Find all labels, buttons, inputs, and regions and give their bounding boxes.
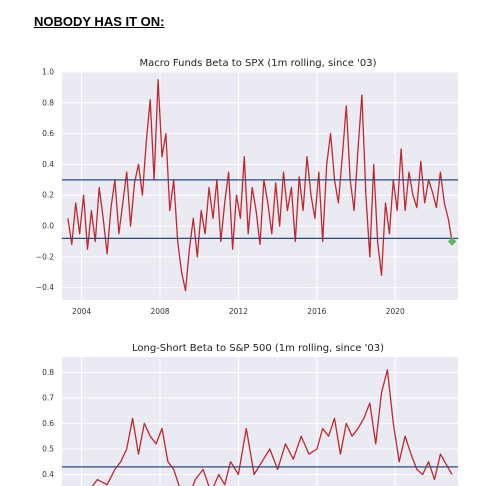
x-tick-label: 2004: [72, 307, 91, 316]
series-line: [67, 79, 453, 292]
x-tick-label: 2012: [229, 307, 248, 316]
y-tick-label: −0.4: [36, 283, 54, 292]
chart-title: Macro Funds Beta to SPX (1m rolling, sin…: [139, 58, 376, 69]
y-tick-label: 0.4: [42, 470, 54, 479]
x-tick-label: 2020: [386, 307, 405, 316]
y-tick-label: 0.5: [42, 444, 54, 453]
page-headline: NOBODY HAS IT ON:: [34, 14, 165, 29]
y-tick-label: 0.6: [42, 419, 54, 428]
y-tick-label: −0.2: [36, 252, 54, 261]
y-tick-label: 0.2: [42, 191, 54, 200]
x-tick-label: 2008: [150, 307, 169, 316]
series-line: [91, 369, 453, 486]
y-tick-label: 0.0: [42, 222, 54, 231]
chart-title: Long-Short Beta to S&P 500 (1m rolling, …: [132, 343, 384, 354]
x-tick-label: 2016: [307, 307, 326, 316]
y-tick-label: 1.0: [42, 68, 54, 77]
y-tick-label: 0.6: [42, 129, 54, 138]
y-tick-label: 0.8: [42, 98, 54, 107]
y-tick-label: 0.4: [42, 160, 54, 169]
long-short-beta-chart: Long-Short Beta to S&P 500 (1m rolling, …: [42, 343, 458, 486]
y-tick-label: 0.7: [42, 393, 54, 402]
y-tick-label: 0.8: [42, 368, 54, 377]
latest-value-marker: [447, 237, 457, 246]
macro-beta-chart: Macro Funds Beta to SPX (1m rolling, sin…: [36, 58, 458, 316]
